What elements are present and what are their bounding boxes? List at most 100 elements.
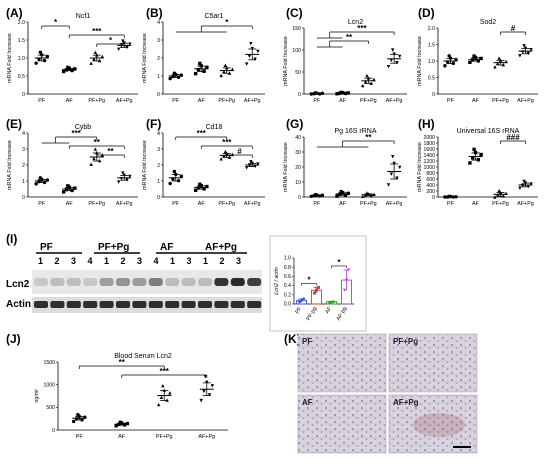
y-tick-label: 200: [426, 189, 435, 195]
x-tick-label: PF: [172, 201, 180, 207]
panel-I-quant: 0.0 0.2 0.4 0.6 0.8 1.0 Lcn2 / actin PF PF-pg AF A…: [269, 235, 367, 332]
data-point: [256, 49, 260, 54]
data-point: [496, 61, 500, 66]
blot-row-label: Actin: [6, 299, 31, 310]
data-point: [244, 166, 249, 170]
data-point: [398, 54, 402, 59]
data-point: [256, 162, 260, 166]
x-tick-label: PF: [313, 98, 321, 104]
data-point: [347, 268, 350, 272]
data-point: [339, 189, 343, 194]
data-point: [193, 71, 198, 76]
data-point: [391, 154, 395, 159]
sig-label: *: [307, 275, 311, 284]
sig-label: *: [337, 258, 341, 267]
y-tick-label: 0: [52, 428, 55, 434]
sig-label: #: [237, 147, 242, 156]
data-point: [118, 420, 123, 425]
lcn2-band: [50, 278, 65, 286]
y-tick-label: 1400: [423, 153, 435, 159]
data-point: [92, 156, 96, 161]
lane-number: 4: [154, 256, 159, 266]
data-point: [179, 174, 184, 178]
data-point: [128, 42, 132, 46]
data-point: [365, 73, 369, 78]
sig-label: *: [225, 18, 229, 27]
data-point: [395, 176, 399, 180]
blot-row-label: Lcn2: [6, 279, 30, 290]
lcn2-band: [214, 278, 229, 286]
y-tick-label: 0: [22, 92, 25, 98]
x-tick-label: AF+Pg: [198, 434, 215, 440]
sig-label: ***: [71, 129, 81, 138]
y-tick-label: 0.0: [284, 302, 291, 308]
y-tick-label: 4: [157, 131, 160, 137]
y-tick-label: 1.0: [284, 256, 291, 262]
lcn2-band: [66, 278, 81, 286]
y-tick-label: 4: [157, 20, 160, 26]
data-point: [61, 190, 66, 194]
x-tick-label: AF: [198, 201, 206, 207]
x-tick-label: PF: [447, 201, 455, 207]
panel-G: 0 10 20 30 40 mRNA Fold Increase Pg 16S rRNA PF…: [283, 128, 407, 207]
y-tick-label: 3: [157, 38, 160, 44]
x-tick-label: AF: [198, 98, 206, 104]
data-point: [335, 194, 339, 198]
data-point: [89, 61, 93, 65]
data-point: [92, 57, 96, 61]
data-point: [202, 389, 206, 394]
y-tick-label: 3: [157, 147, 160, 153]
y-axis-label: mRNA Fold Increase: [7, 33, 13, 83]
x-tick-label: AF+Pg: [244, 98, 261, 104]
actin-band: [148, 301, 163, 308]
data-point: [361, 194, 365, 199]
data-point: [345, 278, 348, 282]
data-point: [386, 183, 391, 187]
x-tick-label: AF+Pg: [116, 98, 133, 104]
data-point: [250, 46, 254, 51]
data-point: [172, 169, 177, 174]
blot-group-label: AF: [160, 242, 173, 253]
panel-B: 0 1 2 3 4 mRNA Fold Increase C5ar1 PF AF PF+Pg AF+…: [142, 13, 265, 104]
x-tick-label: PF+Pg: [218, 201, 235, 207]
x-tick-label: PF: [38, 201, 46, 207]
y-tick-label: 1: [22, 179, 25, 185]
data-point: [253, 57, 257, 61]
data-point: [518, 54, 522, 58]
data-point: [196, 186, 201, 190]
data-point: [210, 384, 215, 388]
y-tick-label: 0: [298, 195, 301, 201]
data-point: [332, 299, 335, 303]
x-tick-label: AF+Pg: [244, 201, 261, 207]
data-point: [156, 402, 161, 407]
x-tick-label: AF: [66, 98, 74, 104]
lcn2-band: [34, 278, 48, 286]
y-tick-label: 500: [46, 405, 55, 411]
panel-A: 0 0.5 1.0 1.5 2.0 mRNA Fold Increase Ncf1 PF AF P…: [7, 13, 138, 104]
x-tick-label: AF+Pg: [517, 201, 534, 207]
lcn2-staining: [413, 413, 465, 437]
lcn2-band: [230, 278, 245, 286]
data-point: [61, 69, 66, 74]
y-tick-label: 0: [157, 92, 160, 98]
data-point: [247, 54, 252, 59]
blot-group-label: AF+Pg: [205, 242, 237, 253]
data-point: [219, 157, 223, 161]
data-point: [313, 291, 316, 295]
data-point: [93, 147, 98, 151]
y-tick-label: 10: [295, 180, 301, 186]
data-point: [447, 194, 451, 199]
y-tick-label: 1.0: [18, 56, 25, 62]
y-axis-label: mRNA Fold Increase: [142, 140, 148, 190]
histology-label: AF+Pg: [393, 398, 419, 407]
data-point: [472, 54, 476, 58]
data-point: [121, 171, 125, 175]
data-point: [392, 161, 396, 166]
data-point: [198, 182, 202, 186]
data-point: [93, 50, 98, 54]
actin-band: [214, 301, 229, 308]
actin-band: [99, 301, 114, 308]
data-point: [116, 180, 121, 184]
quant-frame: [269, 235, 367, 332]
